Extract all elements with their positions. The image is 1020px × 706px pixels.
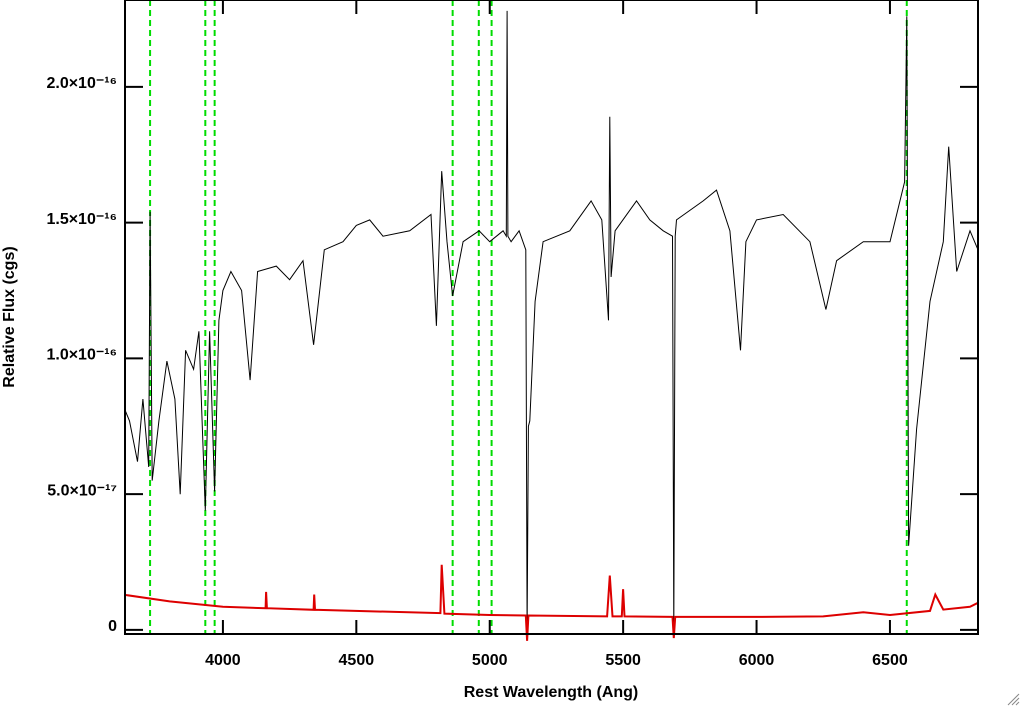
y-tick-label: 1.5×10⁻¹⁶ xyxy=(46,211,117,228)
x-tick-label: 6500 xyxy=(872,652,908,669)
resize-grip xyxy=(1007,693,1020,706)
y-tick-label: 0 xyxy=(108,618,117,635)
y-tick-label: 5.0×10⁻¹⁷ xyxy=(47,482,117,499)
x-axis-label: Rest Wavelength (Ang) xyxy=(464,684,639,701)
y-tick-label: 2.0×10⁻¹⁶ xyxy=(46,75,117,92)
x-tick-label: 4500 xyxy=(339,652,375,669)
x-tick-label: 5500 xyxy=(605,652,641,669)
y-tick-label: 1.0×10⁻¹⁶ xyxy=(46,347,117,364)
spectrum-line xyxy=(124,10,979,630)
plot-frame xyxy=(124,0,979,635)
spectrum-line xyxy=(124,564,979,641)
x-tick-label: 4000 xyxy=(205,652,241,669)
x-tick-label: 6000 xyxy=(739,652,775,669)
x-tick-label: 5000 xyxy=(472,652,508,669)
y-axis-label: Relative Flux (cgs) xyxy=(1,246,18,387)
